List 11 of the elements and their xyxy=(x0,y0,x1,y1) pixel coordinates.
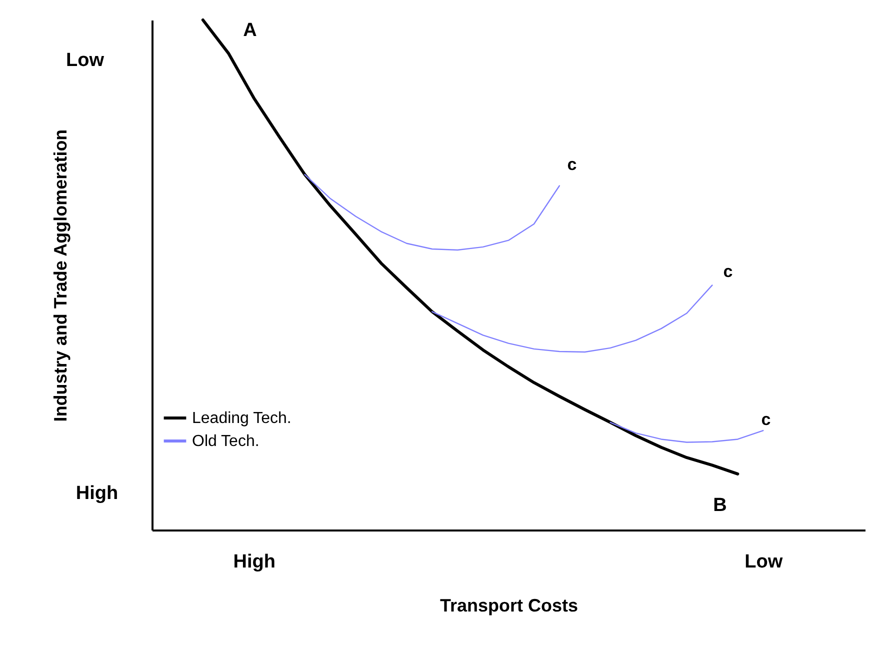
annotation: B xyxy=(713,495,727,516)
annotation: A xyxy=(243,20,258,41)
text: High xyxy=(76,483,118,504)
legend-label: Old Tech. xyxy=(192,433,260,450)
annotation: c xyxy=(723,262,733,281)
y-axis-title: Industry and Trade Agglomeration xyxy=(50,129,70,422)
annotation: c xyxy=(567,155,577,174)
x-axis-title: Transport Costs xyxy=(440,596,578,616)
annotation: c xyxy=(761,410,771,429)
text: Low xyxy=(66,50,104,71)
legend-label: Leading Tech. xyxy=(192,410,292,427)
